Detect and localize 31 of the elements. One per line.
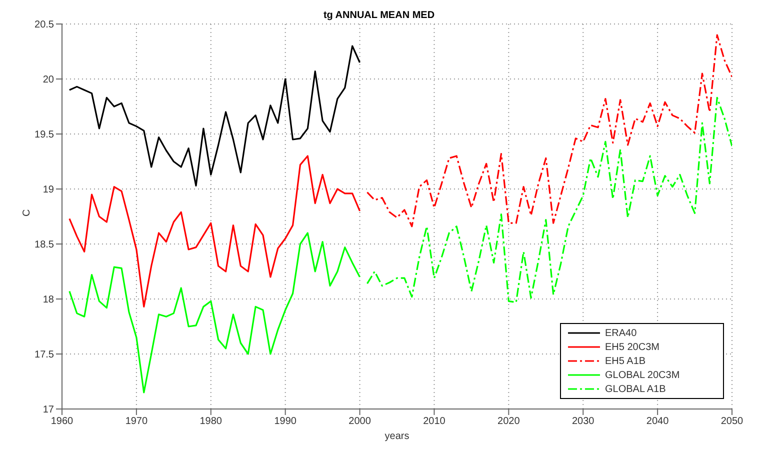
legend-label: EH5 A1B: [605, 356, 646, 366]
line-series: [366, 96, 732, 304]
y-tick-label: 19: [42, 184, 54, 196]
y-tick-label: 20: [42, 74, 54, 86]
y-tick-label: 17: [42, 404, 54, 416]
line-series: [366, 34, 732, 228]
x-tick-label: 1970: [125, 416, 148, 428]
x-tick-label: 2040: [646, 416, 670, 428]
x-tick-label: 1990: [274, 416, 297, 428]
y-tick-label: 18: [42, 294, 54, 306]
y-axis-title: C: [22, 209, 33, 216]
y-tick-label: 20.5: [34, 20, 54, 31]
y-tick-label: 19.5: [34, 130, 54, 141]
x-tick-label: 1960: [50, 416, 74, 428]
y-tick-label: 17.5: [34, 350, 54, 361]
x-axis-title: years: [384, 431, 410, 442]
legend-label: EH5 20C3M: [605, 342, 660, 352]
x-tick-label: 2030: [572, 416, 595, 428]
line-series: [68, 232, 361, 394]
chart-title: tg ANNUAL MEAN MED: [323, 10, 435, 21]
x-tick-label: 2050: [720, 416, 744, 428]
x-tick-label: 2000: [348, 416, 372, 428]
y-tick-label: 18.5: [34, 240, 54, 251]
legend-label: GLOBAL 20C3M: [605, 370, 680, 380]
legend-label: GLOBAL A1B: [605, 384, 666, 394]
x-tick-label: 2020: [498, 416, 520, 428]
x-tick-label: 1980: [200, 416, 222, 428]
line-series: [68, 155, 361, 308]
legend-label: ERA40: [605, 328, 637, 338]
line-series: [68, 45, 361, 186]
x-tick-label: 2010: [423, 416, 446, 428]
